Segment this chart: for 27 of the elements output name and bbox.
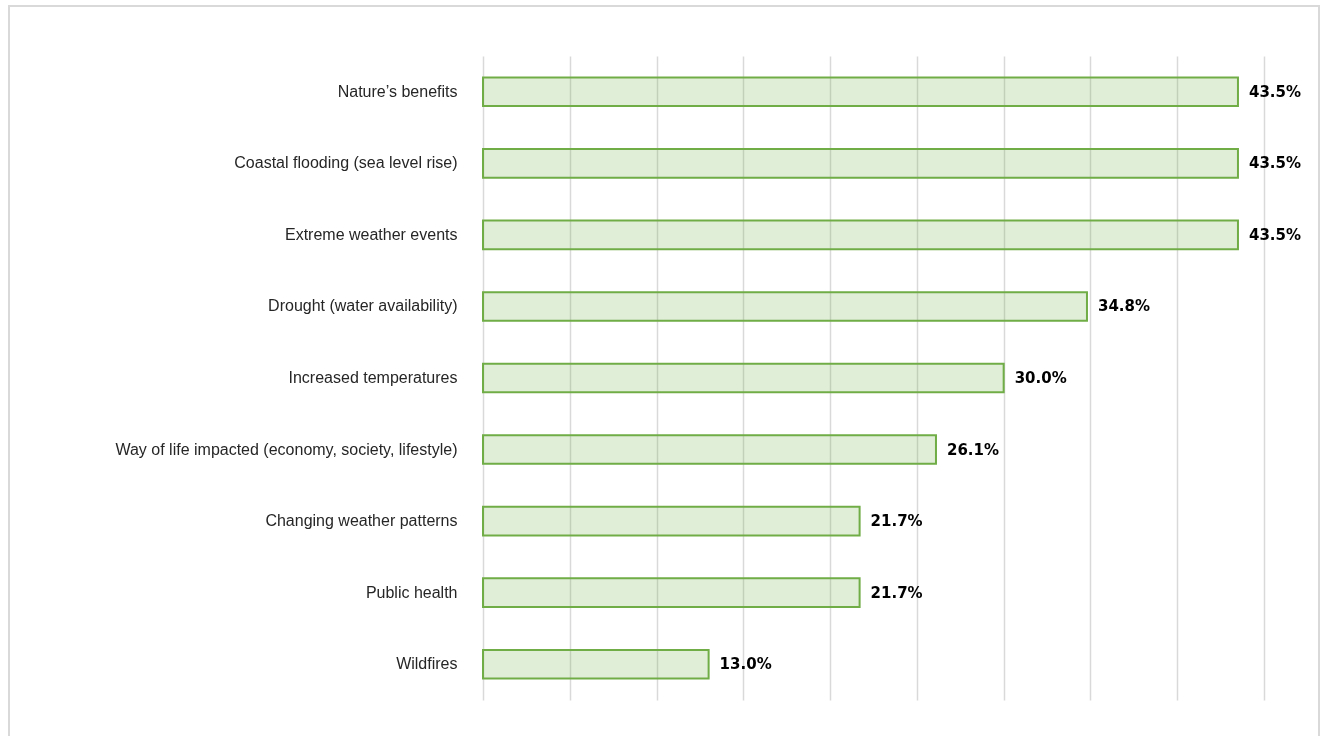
y-tick-label: Changing weather patterns (265, 512, 458, 530)
data-label: 21.7% (870, 583, 923, 602)
data-label: 13.0% (719, 655, 772, 674)
data-label: 43.5% (1248, 225, 1302, 244)
data-label: 34.8% (1097, 297, 1151, 316)
bar (482, 362, 1005, 394)
y-tick-label: Public health (365, 583, 458, 601)
bar (482, 291, 1088, 322)
data-label: 21.7% (870, 512, 923, 531)
data-label: 26.1% (946, 440, 1000, 459)
bar (482, 434, 937, 465)
y-tick-label: Increased temperatures (288, 369, 458, 386)
data-label: 43.5% (1248, 82, 1302, 101)
y-tick-label: Wildfires (396, 655, 458, 673)
y-tick-label: Nature’s benefits (337, 82, 458, 100)
y-tick-label: Drought (water availability) (268, 297, 458, 315)
y-tick-label: Way of life impacted (economy, society, lifestyle) (115, 440, 458, 458)
data-label: 30.0% (1014, 369, 1067, 387)
y-tick-label: Extreme weather events (284, 225, 458, 243)
bar (482, 148, 1239, 179)
bar (482, 648, 710, 680)
bar (482, 219, 1239, 251)
bar (482, 505, 861, 537)
y-tick-label: Coastal flooding (sea level rise) (234, 154, 458, 172)
data-label: 43.5% (1248, 154, 1302, 173)
bar (482, 76, 1239, 108)
bar (482, 577, 861, 608)
